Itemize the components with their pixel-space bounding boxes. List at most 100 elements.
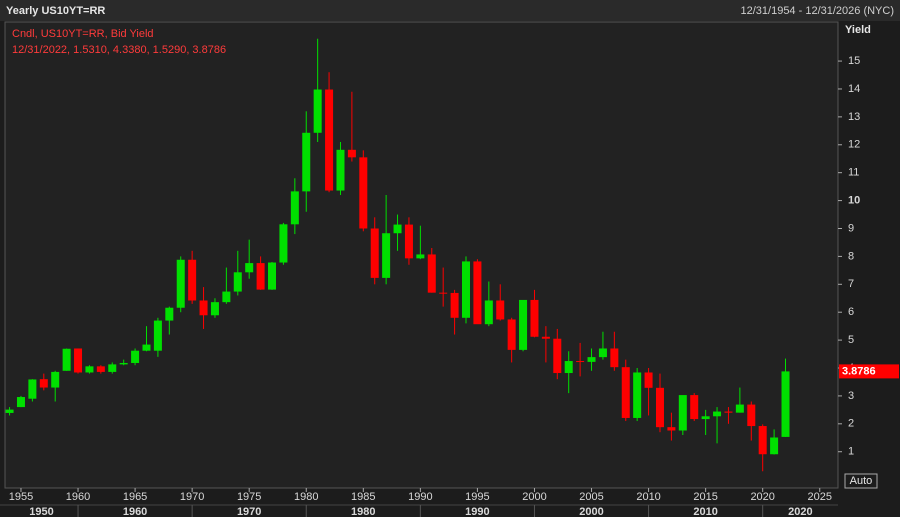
x-tick-label: 2020 [750, 491, 774, 503]
candle-body [245, 263, 254, 273]
candle-body [655, 387, 664, 428]
candle-body [633, 372, 642, 418]
candle-body [450, 292, 459, 318]
candle-body [279, 224, 288, 263]
x-tick-label: 1970 [180, 491, 204, 503]
candle-body [667, 427, 676, 431]
candle-body [781, 371, 790, 437]
x-tick-label: 2010 [636, 491, 660, 503]
candle-body [382, 233, 391, 278]
candle-body [233, 272, 242, 292]
candle-body [735, 404, 744, 413]
decade-label: 2010 [693, 506, 717, 517]
candle-body [541, 336, 550, 339]
candle-body [416, 254, 425, 259]
decade-label: 1990 [465, 506, 489, 517]
candle-body [370, 228, 379, 278]
candle-body [199, 300, 208, 316]
candle-body [256, 263, 265, 290]
candle-body [39, 379, 48, 388]
candle-body [507, 319, 516, 350]
candle-body [142, 344, 151, 351]
auto-button[interactable] [844, 473, 878, 489]
candle-body [439, 292, 448, 294]
y-tick-label: 11 [848, 167, 859, 179]
y-tick-label: 15 [848, 55, 860, 67]
candle-body [644, 372, 653, 388]
candle-body [96, 366, 105, 372]
candle-body [85, 366, 94, 373]
candle-body [553, 338, 562, 374]
x-tick-label: 1960 [66, 491, 90, 503]
candle-body [268, 262, 277, 290]
y-tick-label: 13 [848, 111, 860, 123]
candle-body [51, 371, 60, 388]
candle-body [530, 299, 539, 337]
legend-title: Cndl, US10YT=RR, Bid Yield [12, 28, 154, 40]
candle-body [62, 348, 71, 371]
candle-body [222, 291, 231, 303]
chart-title: Yearly US10YT=RR [6, 5, 105, 17]
candle-body [28, 379, 37, 399]
decade-label: 2000 [579, 506, 603, 517]
x-tick-label: 1965 [123, 491, 147, 503]
candle-body [176, 259, 185, 308]
candle-body [5, 409, 14, 413]
header-bar [0, 0, 900, 21]
y-tick-label: 5 [848, 334, 854, 346]
decade-label: 1970 [237, 506, 261, 517]
decade-label: 2020 [788, 506, 812, 517]
candle-body [678, 395, 687, 431]
candle-body [359, 157, 368, 229]
candle-body [393, 224, 402, 234]
x-tick-label: 2015 [693, 491, 717, 503]
decade-label: 1980 [351, 506, 375, 517]
last-value-label: 3.8786 [842, 365, 876, 377]
candle-body [519, 299, 528, 350]
candle-body [621, 367, 630, 418]
candle-body [313, 89, 322, 133]
candle-body [587, 357, 596, 362]
candle-body [576, 361, 585, 363]
y-axis-label: Yield [845, 24, 871, 36]
legend-values: 12/31/2022, 1.5310, 4.3380, 1.5290, 3.87… [12, 44, 226, 56]
candle-body [302, 132, 311, 192]
candle-body [74, 348, 83, 373]
x-tick-label: 1975 [237, 491, 261, 503]
y-tick-label: 10 [848, 194, 860, 206]
candle-body [747, 404, 756, 427]
auto-button-label[interactable]: Auto [850, 475, 873, 487]
last-value-box [839, 364, 899, 379]
candle-body [153, 320, 162, 351]
candle-body [496, 300, 505, 320]
y-tick-label: 12 [848, 139, 860, 151]
x-tick-label: 2005 [579, 491, 603, 503]
candle-body [713, 411, 722, 417]
x-tick-label: 1955 [9, 491, 33, 503]
candle-body [404, 224, 413, 259]
candle-body [758, 426, 767, 455]
candle-body [462, 261, 471, 318]
y-tick-label: 8 [848, 250, 854, 262]
x-tick-label: 1995 [465, 491, 489, 503]
candle-body [598, 348, 607, 358]
y-tick-label: 2 [848, 418, 854, 430]
candle-body [119, 362, 128, 365]
candle-body [484, 300, 493, 325]
candle-body [690, 395, 699, 420]
x-tick-label: 2000 [522, 491, 546, 503]
x-tick-label: 1980 [294, 491, 318, 503]
candle-body [701, 416, 710, 420]
y-tick-label: 3 [848, 390, 854, 402]
decade-label: 1960 [123, 506, 147, 517]
y-tick-label: 9 [848, 222, 854, 234]
candle-body [131, 350, 140, 363]
candle-body [290, 191, 299, 225]
candle-body [188, 259, 197, 301]
candle-body [770, 437, 779, 455]
candle-body [165, 307, 174, 321]
y-tick-label: 7 [848, 278, 854, 290]
decade-label: 1950 [29, 506, 53, 517]
